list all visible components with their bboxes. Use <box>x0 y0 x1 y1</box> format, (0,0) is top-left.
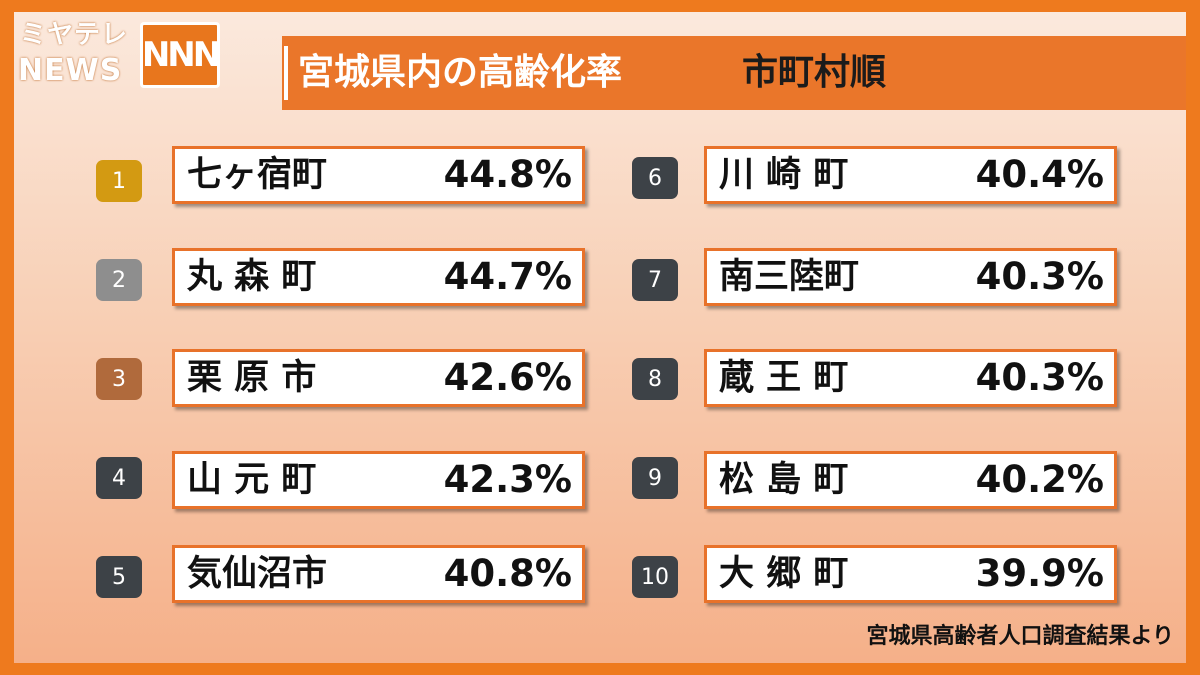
ranking-item: 大 郷 町 39.9% <box>704 545 1117 603</box>
rank-badge: 5 <box>96 556 142 598</box>
municipality-name: 七ヶ宿町 <box>187 155 328 195</box>
aging-rate: 40.4% <box>975 153 1104 196</box>
ranking-item: 気仙沼市 40.8% <box>172 545 585 603</box>
ranking-item: 南三陸町 40.3% <box>704 248 1117 306</box>
aging-rate: 42.6% <box>443 356 572 399</box>
aging-rate: 40.3% <box>975 255 1104 298</box>
title-accent-line <box>284 46 288 100</box>
page-subtitle: 市町村順 <box>742 52 887 93</box>
aging-rate: 44.7% <box>443 255 572 298</box>
ranking-item: 蔵 王 町 40.3% <box>704 349 1117 407</box>
rank-badge: 6 <box>632 157 678 199</box>
municipality-name: 南三陸町 <box>719 257 860 297</box>
aging-rate: 40.2% <box>975 458 1104 501</box>
ranking-item: 丸 森 町 44.7% <box>172 248 585 306</box>
municipality-name: 川 崎 町 <box>719 155 849 195</box>
municipality-name: 山 元 町 <box>187 460 317 500</box>
rank-badge: 9 <box>632 457 678 499</box>
rank-badge: 4 <box>96 457 142 499</box>
aging-rate: 42.3% <box>443 458 572 501</box>
logo-text: ミヤテレ NEWS <box>16 16 136 94</box>
title-bar <box>282 36 1186 110</box>
page-title: 宮城県内の高齢化率 <box>298 52 623 93</box>
aging-rate: 40.3% <box>975 356 1104 399</box>
rank-badge: 3 <box>96 358 142 400</box>
rank-badge: 8 <box>632 358 678 400</box>
municipality-name: 松 島 町 <box>719 460 849 500</box>
municipality-name: 気仙沼市 <box>187 554 328 594</box>
ranking-item: 山 元 町 42.3% <box>172 451 585 509</box>
municipality-name: 蔵 王 町 <box>719 358 849 398</box>
aging-rate: 40.8% <box>443 552 572 595</box>
ranking-item: 七ヶ宿町 44.8% <box>172 146 585 204</box>
ranking-item: 川 崎 町 40.4% <box>704 146 1117 204</box>
rank-badge: 1 <box>96 160 142 202</box>
rank-badge: 2 <box>96 259 142 301</box>
logo-line1: ミヤテレ <box>20 20 129 50</box>
logo-line2: NEWS <box>18 53 123 88</box>
municipality-name: 丸 森 町 <box>187 257 317 297</box>
source-note: 宮城県高齢者人口調査結果より <box>866 624 1174 649</box>
ranking-item: 栗 原 市 42.6% <box>172 349 585 407</box>
rank-badge: 10 <box>632 556 678 598</box>
aging-rate: 44.8% <box>443 153 572 196</box>
municipality-name: 栗 原 市 <box>187 358 317 398</box>
aging-rate: 39.9% <box>975 552 1104 595</box>
miyatere-news-logo: ミヤテレ NEWS NNN <box>16 16 224 94</box>
rank-badge: 7 <box>632 259 678 301</box>
nnn-logo-mark: NNN <box>140 22 221 88</box>
ranking-item: 松 島 町 40.2% <box>704 451 1117 509</box>
municipality-name: 大 郷 町 <box>719 554 849 594</box>
